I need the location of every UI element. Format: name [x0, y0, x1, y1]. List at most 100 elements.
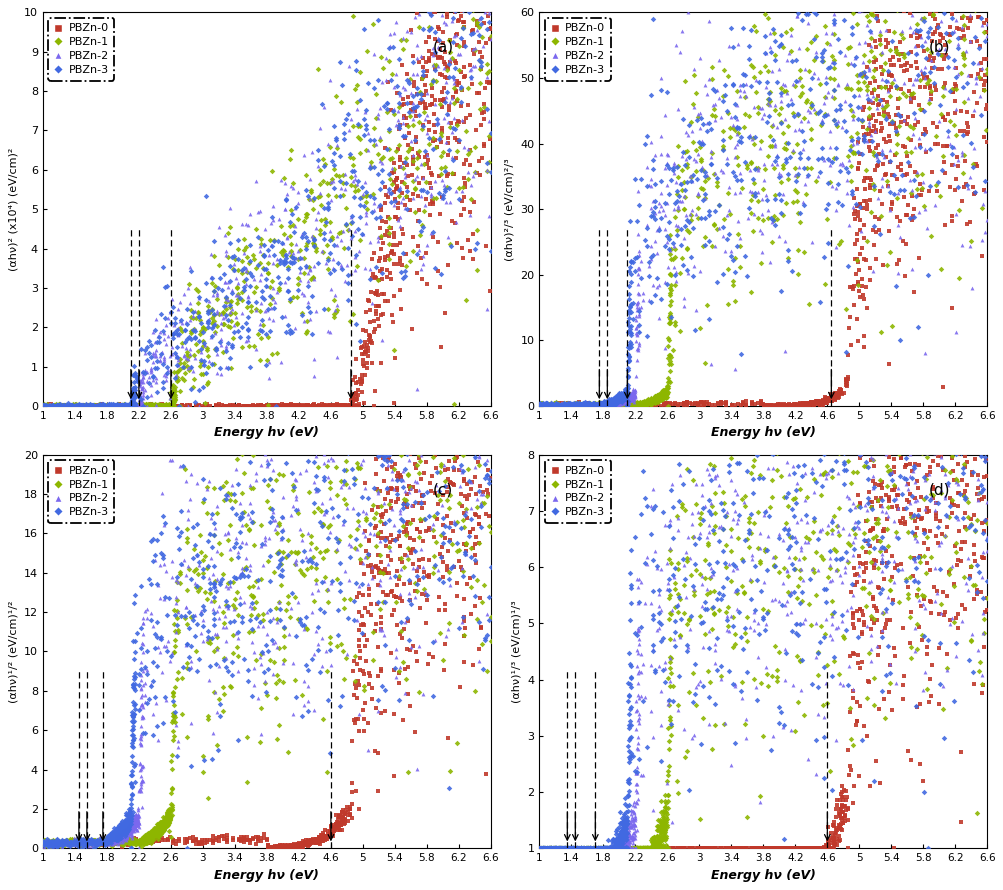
Point: [617, 837, 633, 852]
Point: [922, 84, 938, 98]
Point: [426, 261, 442, 275]
Point: [652, 838, 668, 853]
Point: [262, 515, 278, 530]
X-axis label: Energy hν (eV): Energy hν (eV): [215, 869, 319, 882]
Point: [897, 0, 913, 13]
Point: [652, 826, 668, 840]
Point: [828, 425, 845, 439]
Point: [567, 841, 583, 855]
Point: [110, 831, 126, 845]
Point: [628, 320, 644, 335]
Point: [645, 152, 661, 166]
Point: [327, 133, 343, 147]
Point: [544, 399, 560, 413]
Point: [164, 706, 181, 720]
Point: [193, 342, 209, 356]
Point: [115, 399, 131, 413]
Point: [117, 827, 133, 841]
Point: [816, 394, 832, 409]
Point: [69, 833, 85, 847]
Point: [450, 134, 466, 149]
Point: [907, 554, 923, 568]
Point: [234, 447, 250, 461]
Point: [947, 425, 963, 439]
Point: [114, 399, 130, 413]
Point: [787, 841, 803, 855]
Point: [761, 211, 777, 225]
Point: [86, 833, 102, 847]
Point: [335, 399, 351, 413]
Point: [650, 833, 666, 847]
Point: [601, 396, 617, 410]
Point: [593, 841, 609, 855]
Point: [641, 269, 657, 283]
Point: [157, 398, 174, 412]
Point: [220, 313, 236, 328]
Point: [114, 839, 130, 854]
Point: [749, 185, 765, 199]
Point: [622, 841, 638, 855]
Point: [535, 841, 551, 855]
Point: [378, 538, 394, 553]
Point: [294, 841, 310, 855]
Point: [882, 463, 898, 477]
Point: [598, 841, 614, 855]
Point: [830, 157, 847, 171]
Point: [160, 399, 177, 413]
Point: [612, 394, 628, 409]
Point: [763, 399, 779, 413]
Point: [803, 70, 819, 85]
Point: [614, 389, 630, 403]
Point: [391, 591, 407, 605]
Point: [712, 672, 728, 686]
Point: [279, 231, 295, 245]
Point: [165, 698, 182, 712]
Point: [851, 247, 867, 262]
Point: [866, 238, 882, 252]
Point: [572, 841, 588, 855]
Point: [103, 399, 119, 413]
Point: [878, 447, 894, 461]
Point: [795, 399, 811, 413]
Point: [399, 24, 415, 38]
Point: [413, 72, 429, 86]
Point: [978, 97, 994, 111]
Point: [89, 837, 105, 852]
Point: [920, 425, 936, 439]
Point: [966, 425, 982, 439]
Point: [356, 639, 372, 653]
Point: [746, 130, 762, 144]
Point: [140, 572, 156, 587]
Point: [890, 119, 906, 134]
Point: [132, 673, 148, 687]
Point: [230, 263, 246, 278]
Point: [864, 89, 880, 103]
Point: [978, 61, 994, 76]
Point: [599, 841, 615, 855]
Point: [746, 397, 762, 411]
Point: [99, 836, 115, 850]
Point: [536, 399, 552, 413]
Point: [705, 166, 721, 181]
Point: [446, 436, 462, 450]
Point: [472, 118, 488, 133]
Point: [261, 311, 277, 325]
Point: [884, 195, 900, 209]
Point: [35, 399, 51, 413]
Point: [588, 396, 604, 410]
Point: [165, 713, 182, 727]
Point: [579, 398, 595, 412]
Point: [211, 829, 227, 844]
Point: [858, 425, 874, 439]
Point: [576, 397, 592, 411]
Point: [786, 160, 802, 174]
Point: [646, 834, 662, 848]
Point: [184, 654, 200, 668]
Point: [969, 425, 985, 439]
Point: [428, 506, 444, 520]
Point: [681, 841, 697, 855]
Point: [317, 399, 333, 413]
Point: [631, 338, 647, 352]
Point: [93, 399, 109, 413]
Point: [228, 399, 244, 413]
